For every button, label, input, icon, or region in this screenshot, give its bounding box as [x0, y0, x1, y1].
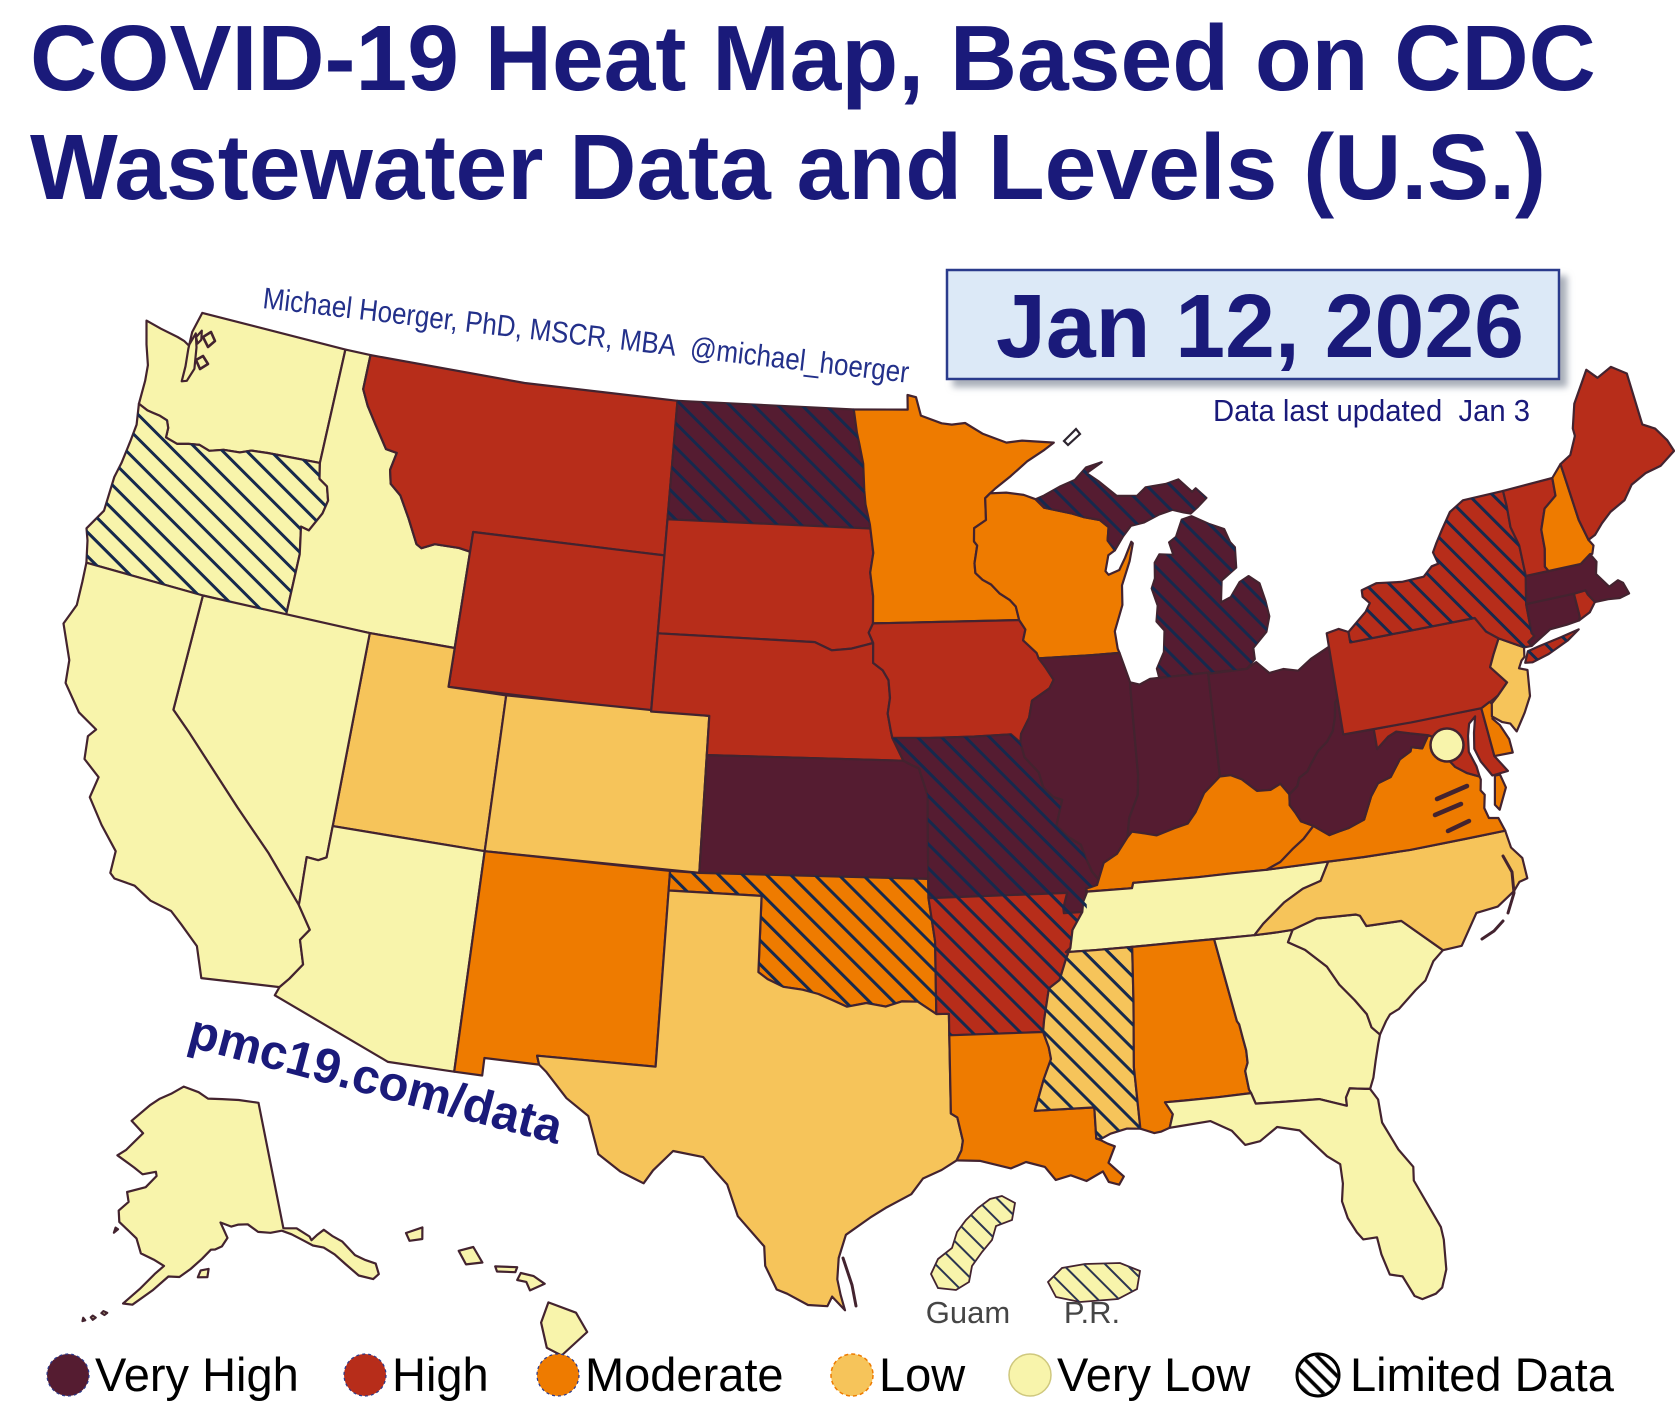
svg-text:Limited Data: Limited Data	[1350, 1348, 1615, 1401]
svg-text:COVID-19 Heat Map, Based on CD: COVID-19 Heat Map, Based on CDC	[30, 6, 1596, 110]
svg-text:Guam: Guam	[926, 1295, 1010, 1330]
svg-text:Moderate: Moderate	[585, 1348, 784, 1401]
svg-text:P.R.: P.R.	[1064, 1295, 1120, 1330]
svg-text:Jan 12, 2026: Jan 12, 2026	[996, 277, 1524, 377]
svg-text:Very High: Very High	[95, 1348, 299, 1401]
svg-text:Wastewater Data and Levels (U.: Wastewater Data and Levels (U.S.)	[30, 115, 1546, 219]
svg-text:Very Low: Very Low	[1057, 1348, 1251, 1401]
svg-text:Data last updated Jan 3: Data last updated Jan 3	[1213, 393, 1530, 428]
svg-text:High: High	[392, 1348, 489, 1401]
svg-text:Low: Low	[879, 1348, 966, 1401]
